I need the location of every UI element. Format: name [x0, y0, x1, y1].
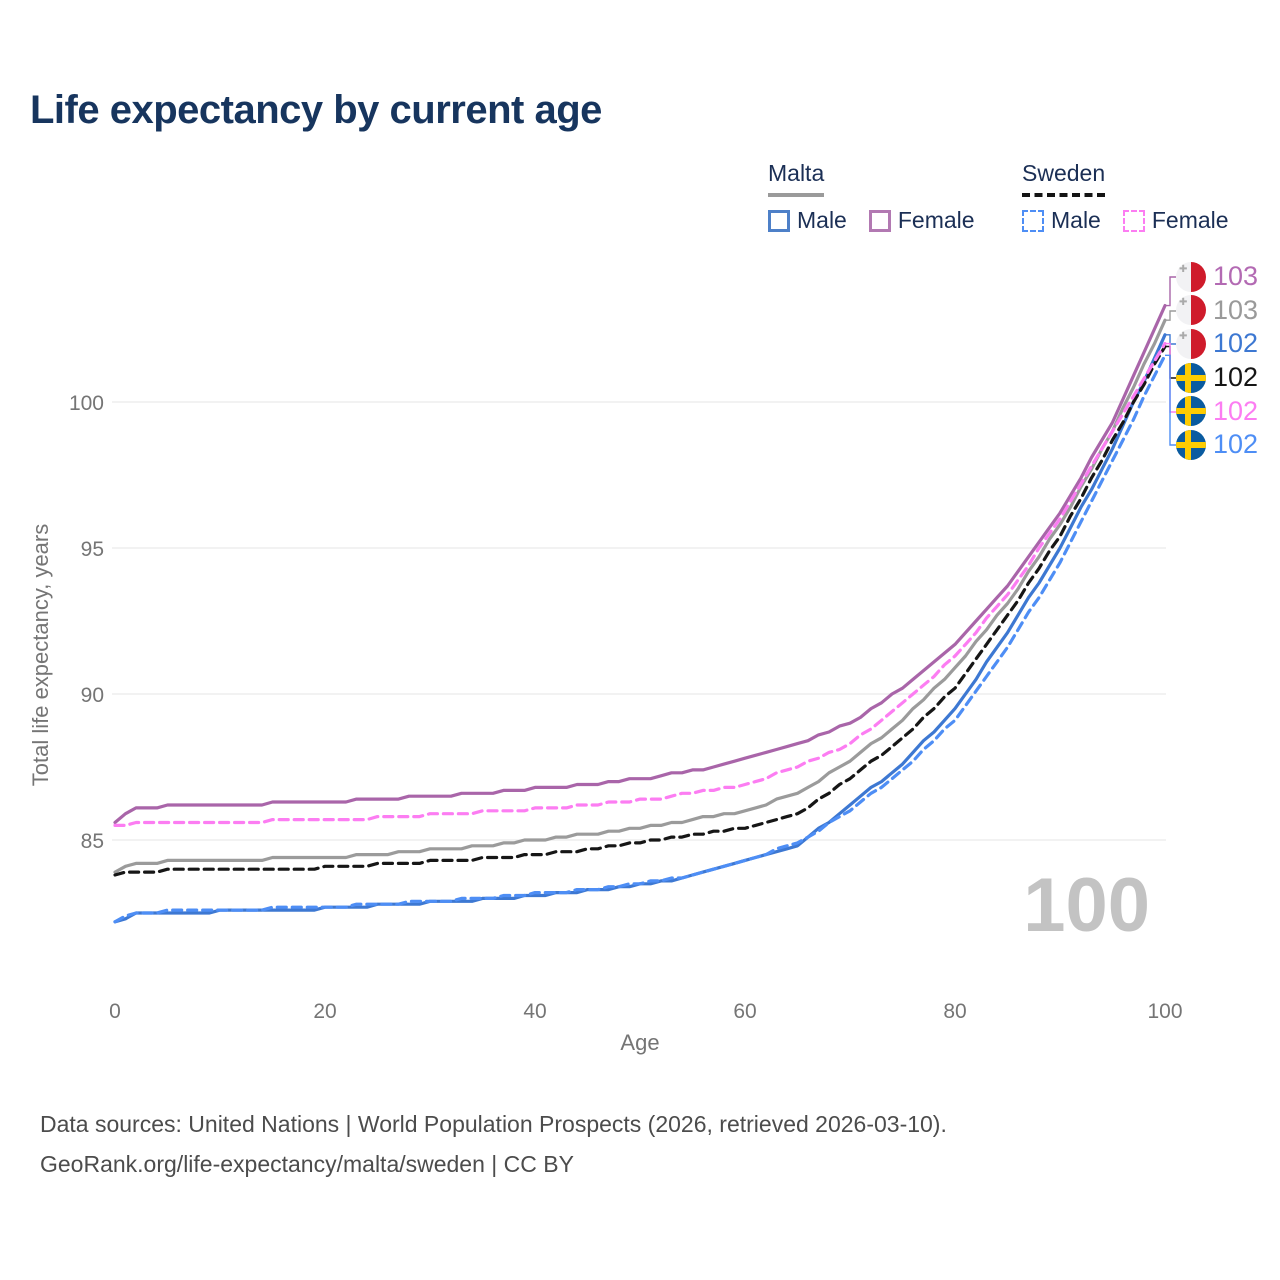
series-line-malta-male	[113, 333, 1167, 924]
x-tick-100: 100	[1147, 1000, 1182, 1023]
sweden-male-swatch-icon	[1022, 209, 1044, 232]
malta-female-swatch-icon	[868, 209, 891, 232]
endpoint-leader-lines	[1165, 276, 1176, 446]
endpoint-value: 102	[1213, 362, 1259, 393]
sweden-flag-icon	[1176, 429, 1206, 460]
x-tick-20: 20	[313, 1000, 336, 1023]
attribution-footer: Data sources: United Nations | World Pop…	[40, 1104, 947, 1184]
endpoint-value: 103	[1213, 261, 1259, 292]
malta-flag-icon	[1176, 261, 1206, 292]
legend-label-malta-male: Male	[797, 207, 847, 233]
endpoint-row-sweden-total: 102	[1176, 361, 1258, 395]
series-line-malta-female	[113, 304, 1167, 825]
endpoint-value: 102	[1213, 328, 1259, 359]
legend-label-sweden-male: Male	[1051, 207, 1101, 233]
source-url-line: GeoRank.org/life-expectancy/malta/sweden…	[40, 1151, 574, 1177]
y-axis-title: Total life expectancy, years	[28, 524, 53, 787]
x-axis-title: Age	[620, 1030, 659, 1055]
legend-title-sweden[interactable]: Sweden	[1022, 160, 1106, 197]
y-tick-90: 90	[81, 684, 104, 707]
data-sources-line: Data sources: United Nations | World Pop…	[40, 1111, 947, 1137]
series-line-sweden-female	[113, 342, 1167, 828]
legend-group-sweden: Sweden Male Female	[1022, 160, 1229, 234]
series-line-sweden	[113, 344, 1167, 877]
sweden-flag-icon	[1176, 396, 1206, 427]
legend-item-sweden-male[interactable]: Male	[1022, 207, 1101, 234]
y-tick-95: 95	[81, 538, 104, 561]
series-line-malta	[113, 318, 1167, 874]
endpoint-row-sweden-female: 102	[1176, 394, 1258, 428]
endpoint-row-malta-total: 103	[1176, 294, 1258, 328]
leader-line-malta	[1165, 310, 1176, 321]
leader-line-malta-female	[1165, 276, 1176, 307]
y-axis-ticks: 85 90 95 100	[69, 392, 104, 853]
legend-item-malta-male[interactable]: Male	[768, 207, 847, 234]
series-line-sweden-male	[113, 353, 1167, 924]
series-lines	[113, 304, 1167, 924]
legend-item-malta-female[interactable]: Female	[868, 207, 975, 234]
malta-flag-icon	[1176, 295, 1206, 326]
y-tick-100: 100	[69, 392, 104, 415]
age-watermark: 100	[1023, 863, 1150, 948]
legend-label-sweden-female: Female	[1151, 207, 1229, 233]
endpoint-labels: 103 103 102 102 102 102	[1176, 260, 1258, 462]
endpoint-value: 102	[1213, 429, 1259, 460]
x-tick-60: 60	[733, 1000, 756, 1023]
y-tick-85: 85	[81, 830, 104, 853]
legend-label-malta-female: Female	[897, 207, 975, 233]
x-tick-0: 0	[109, 1000, 121, 1023]
leader-line-malta-male	[1165, 334, 1176, 345]
malta-flag-icon	[1176, 328, 1206, 359]
leader-line-sweden-male	[1165, 354, 1176, 446]
x-tick-80: 80	[943, 1000, 966, 1023]
sweden-flag-icon	[1176, 362, 1206, 393]
sweden-female-swatch-icon	[1122, 209, 1145, 232]
x-axis-ticks: 0 20 40 60 80 100	[109, 1000, 1182, 1023]
x-tick-40: 40	[523, 1000, 546, 1023]
page-title: Life expectancy by current age	[30, 88, 602, 132]
gridlines	[112, 401, 1166, 841]
endpoint-value: 102	[1213, 395, 1259, 426]
legend-title-malta[interactable]: Malta	[768, 160, 825, 197]
endpoint-row-malta-female: 103	[1176, 260, 1258, 294]
endpoint-value: 103	[1213, 294, 1259, 325]
legend-group-malta: Malta Male Female	[768, 160, 975, 234]
endpoint-row-sweden-male: 102	[1176, 428, 1258, 462]
legend-item-sweden-female[interactable]: Female	[1122, 207, 1229, 234]
malta-male-swatch-icon	[768, 209, 790, 232]
endpoint-row-malta-male: 102	[1176, 327, 1258, 361]
